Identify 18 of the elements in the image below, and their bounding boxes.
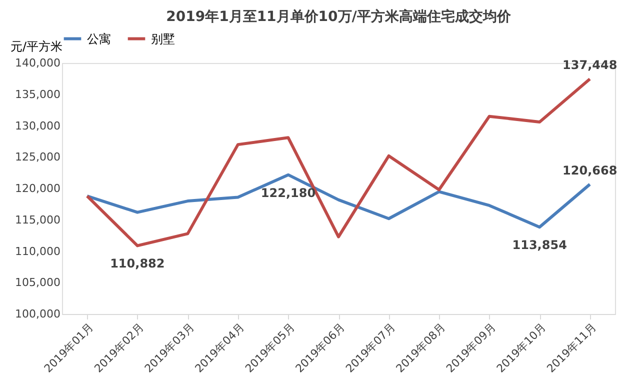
y-tick-label: 140,000 xyxy=(15,56,60,70)
y-tick-label: 110,000 xyxy=(15,244,60,258)
data-label: 113,854 xyxy=(512,238,567,252)
y-axis-title: 元/平方米 xyxy=(10,40,63,54)
y-tick-label: 100,000 xyxy=(15,308,60,320)
data-label: 122,180 xyxy=(260,186,316,200)
y-tick-label: 125,000 xyxy=(15,150,60,164)
chart-title: 2019年1月至11月单价10万/平方米高端住宅成交均价 xyxy=(166,8,512,25)
data-label: 120,668 xyxy=(562,163,618,178)
data-label: 137,448 xyxy=(562,58,618,72)
legend-label: 别墅 xyxy=(151,32,175,46)
legend-label: 公寓 xyxy=(87,32,111,46)
y-tick-label: 120,000 xyxy=(15,182,60,195)
y-tick-label: 105,000 xyxy=(15,276,60,290)
y-tick-label: 115,000 xyxy=(15,213,60,226)
y-tick-label: 135,000 xyxy=(15,88,60,101)
data-label: 110,882 xyxy=(110,256,165,271)
y-tick-label: 130,000 xyxy=(15,119,60,132)
